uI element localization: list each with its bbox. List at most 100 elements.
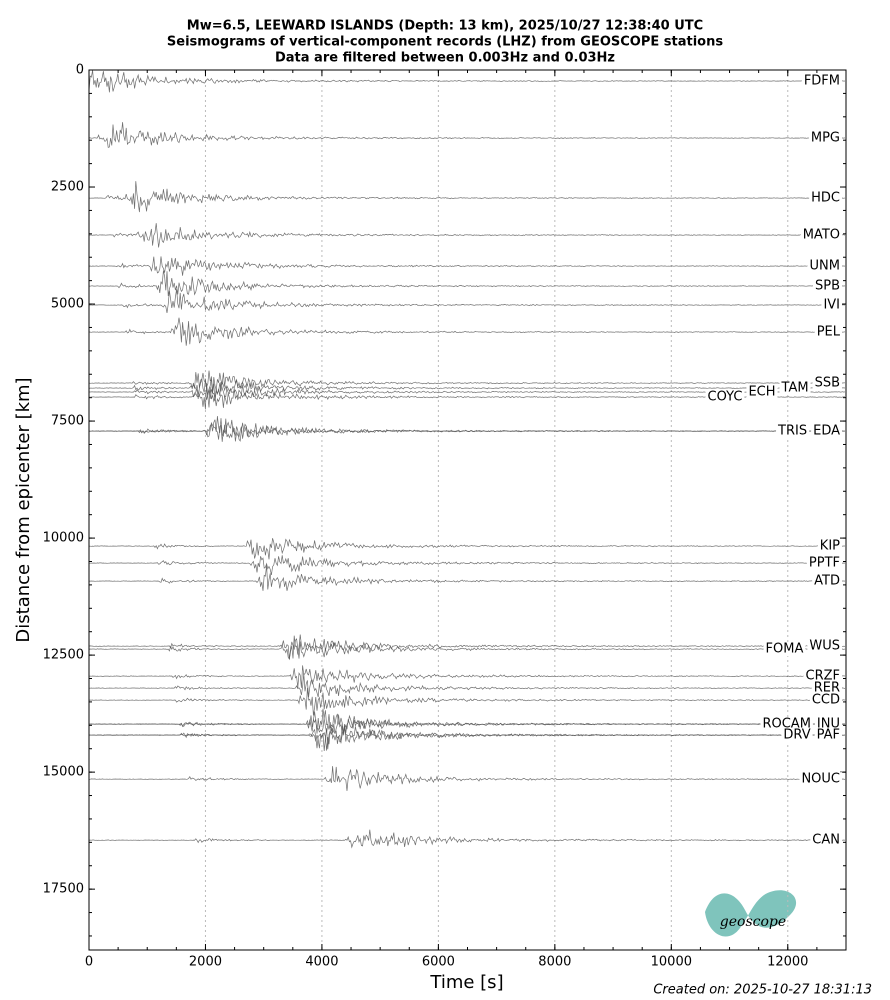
seismogram-trace <box>89 725 845 751</box>
label-background <box>812 574 842 589</box>
label-background <box>810 833 842 848</box>
station-label: NOUC <box>801 772 840 787</box>
y-tick-label: 7500 <box>51 414 84 429</box>
logo-text: geoscope <box>720 914 786 930</box>
x-axis-label: Time [s] <box>429 972 503 993</box>
seismogram-trace <box>89 710 846 735</box>
label-background <box>814 728 842 743</box>
station-label: ECH <box>748 385 775 400</box>
station-label: TAM <box>781 381 809 396</box>
label-background <box>760 717 813 732</box>
plot-area <box>88 69 847 950</box>
station-label: WUS <box>809 639 840 654</box>
logo: geoscope <box>705 890 797 937</box>
label-background <box>821 298 842 313</box>
label-background <box>809 191 842 206</box>
label-background <box>800 228 842 243</box>
chart-title: Seismograms of vertical-component record… <box>167 35 723 50</box>
label-background <box>746 385 778 400</box>
x-tick-label: 6000 <box>422 955 455 970</box>
station-label: FDFM <box>804 74 840 89</box>
station-label: CCD <box>812 693 840 708</box>
label-background <box>811 681 842 696</box>
x-tick-label: 2000 <box>189 955 222 970</box>
seismogram-trace <box>89 673 846 698</box>
label-background <box>809 693 842 708</box>
label-background <box>781 728 813 743</box>
station-label: PEL <box>817 325 841 340</box>
plot-frame <box>88 69 847 951</box>
chart-title: Data are filtered between 0.003Hz and 0.… <box>275 51 615 66</box>
x-tick-label: 8000 <box>538 955 571 970</box>
station-label: ROCAM <box>762 717 810 732</box>
seismogram-trace <box>89 829 846 849</box>
y-tick-label: 0 <box>76 63 84 78</box>
seismogram-trace <box>88 370 846 394</box>
station-label: CRZF <box>806 669 841 684</box>
station-label: SPB <box>815 279 840 294</box>
station-label: MPG <box>811 131 840 146</box>
label-background <box>807 259 842 274</box>
station-label: RER <box>814 681 840 696</box>
station-label: PPTF <box>809 556 840 571</box>
seismogram-trace <box>88 538 845 560</box>
seismogram-trace <box>88 223 846 248</box>
label-background <box>763 642 806 657</box>
seismogram-trace <box>88 256 846 276</box>
seismogram-trace <box>88 565 846 591</box>
seismogram-trace <box>88 70 846 93</box>
station-label: IVI <box>823 298 840 313</box>
label-background <box>705 390 745 405</box>
label-background <box>812 279 842 294</box>
station-label: PAF <box>817 728 840 743</box>
label-background <box>776 424 810 439</box>
station-label: TRIS <box>777 424 807 439</box>
seismogram-trace <box>88 766 846 791</box>
station-label: CAN <box>812 833 840 848</box>
y-axis-label: Distance from epicenter [km] <box>13 377 34 642</box>
seismogram-trace <box>88 376 846 402</box>
station-label: DRV <box>783 728 810 743</box>
label-background <box>808 131 842 146</box>
chart-title: Mw=6.5, LEEWARD ISLANDS (Depth: 13 km), … <box>187 19 703 34</box>
x-tick-label: 10000 <box>651 955 692 970</box>
label-background <box>779 381 811 396</box>
seismogram-trace <box>88 418 846 442</box>
label-background <box>814 717 842 732</box>
seismogram-trace <box>89 687 846 716</box>
seismogram-trace <box>88 317 846 346</box>
label-background <box>807 639 842 654</box>
station-label: KIP <box>820 539 840 554</box>
y-tick-label: 17500 <box>43 882 84 897</box>
x-tick-label: 4000 <box>305 955 338 970</box>
station-label: ATD <box>814 574 840 589</box>
seismogram-trace <box>89 122 846 148</box>
logo-shape <box>705 890 797 937</box>
x-tick-label: 12000 <box>767 955 808 970</box>
seismogram-trace <box>88 289 846 313</box>
station-label: HDC <box>811 191 840 206</box>
y-tick-label: 2500 <box>51 180 84 195</box>
label-background <box>806 556 842 571</box>
created-note: Created on: 2025-10-27 18:31:13 <box>653 983 872 998</box>
seismogram-trace <box>88 665 846 689</box>
y-tick-label: 12500 <box>43 648 84 663</box>
y-tick-label: 5000 <box>51 297 84 312</box>
station-label: MATO <box>803 228 840 243</box>
label-background <box>803 669 842 684</box>
label-background <box>817 539 842 554</box>
seismogram-trace <box>89 555 846 575</box>
label-background <box>811 424 842 439</box>
seismogram-trace <box>88 634 846 660</box>
seismogram-trace <box>89 725 846 752</box>
station-label: COYC <box>708 390 743 405</box>
station-label: SSB <box>815 376 840 391</box>
label-background <box>814 325 842 340</box>
y-tick-label: 10000 <box>43 531 84 546</box>
station-label: EDA <box>813 424 840 439</box>
seismogram-trace <box>89 416 846 442</box>
x-tick-label: 0 <box>85 955 93 970</box>
y-tick-label: 15000 <box>43 765 84 780</box>
seismogram-trace <box>88 270 846 297</box>
